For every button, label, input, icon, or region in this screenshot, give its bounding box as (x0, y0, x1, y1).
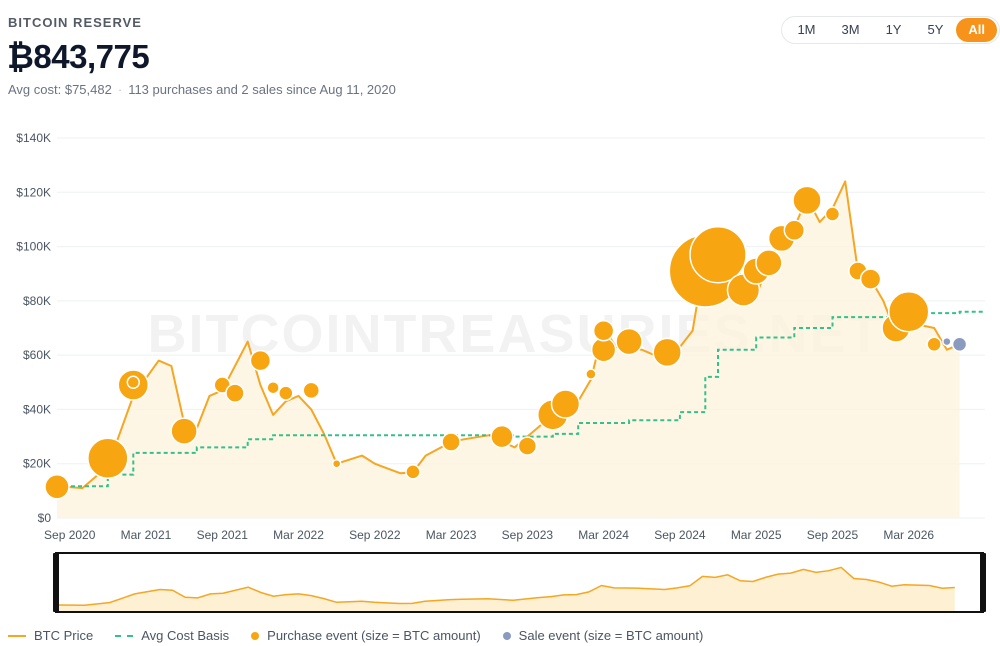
y-tick-label: $140K (16, 131, 51, 145)
x-tick-label: Mar 2021 (121, 528, 172, 542)
purchase-event-dot (859, 268, 882, 290)
y-tick-label: $100K (16, 240, 51, 254)
purchase-event-dot (87, 437, 129, 480)
y-tick-label: $120K (16, 185, 51, 199)
avg-cost-basis-line (57, 310, 985, 488)
x-tick-label: Sep 2020 (44, 528, 96, 542)
purchase-event-dot (824, 206, 841, 222)
legend-sale[interactable]: Sale event (size = BTC amount) (502, 628, 704, 643)
chart-legend: BTC Price Avg Cost Basis Purchase event … (8, 628, 725, 643)
legend-label: Sale event (size = BTC amount) (518, 628, 704, 643)
range-all-button[interactable]: All (956, 18, 997, 42)
summary-line: Avg cost: $75,482 · 113 purchases and 2 sa… (8, 82, 396, 97)
y-tick-label: $80K (23, 294, 51, 308)
y-tick-label: $40K (23, 402, 51, 416)
purchase-event-dot (926, 336, 942, 353)
range-1y-button[interactable]: 1Y (885, 22, 902, 37)
legend-btc-price[interactable]: BTC Price (8, 628, 93, 643)
x-tick-label: Mar 2022 (273, 528, 324, 542)
x-tick-label: Mar 2024 (578, 528, 629, 542)
range-1m-button[interactable]: 1M (797, 22, 816, 37)
y-tick-label: $20K (23, 457, 51, 471)
purchase-event-dot (490, 424, 514, 449)
x-tick-label: Sep 2023 (502, 528, 554, 542)
navigator-left-handle[interactable] (53, 553, 59, 612)
reserve-chart: $140K $120K $100K $80K $60K $40K $20K $0 Sep 202… (16, 131, 986, 613)
purchase-event-dot (592, 319, 615, 342)
x-tick-label: Mar 2025 (731, 528, 782, 542)
avg-cost: Avg cost: $75,482 (8, 82, 112, 97)
purchase-event-dot (689, 225, 747, 284)
purchase-event-dot (225, 383, 245, 403)
separator-dot: · (117, 82, 123, 97)
legend-label: Purchase event (size = BTC amount) (267, 628, 481, 643)
purchase-event-dot (783, 219, 806, 242)
purchase-event-dot (249, 349, 272, 372)
btc-holdings: ₿843,775 (7, 38, 150, 75)
purchase-event-dot (652, 337, 682, 368)
legend-dot-swatch (502, 631, 511, 640)
purchase-event-dot (792, 185, 822, 216)
navigator-area (59, 567, 955, 611)
time-range-selector: 1M 3M 1Y 5Y All (781, 16, 1000, 44)
purchase-event-dot (441, 432, 461, 452)
range-5y-button[interactable]: 5Y (927, 22, 944, 37)
legend-label: Avg Cost Basis (141, 628, 230, 643)
y-tick-label: $0 (38, 511, 52, 525)
purchase-summary: 113 purchases and 2 sales since Aug 11, … (128, 82, 396, 97)
legend-avg-cost[interactable]: Avg Cost Basis (115, 628, 229, 643)
reserve-label: BITCOIN RESERVE (8, 15, 142, 30)
x-tick-label: Sep 2025 (807, 528, 859, 542)
y-tick-label: $60K (23, 348, 51, 362)
x-tick-label: Sep 2021 (197, 528, 249, 542)
x-tick-label: Sep 2022 (349, 528, 401, 542)
purchase-event-dot (887, 290, 930, 333)
purchase-event-dot (615, 327, 643, 356)
x-tick-label: Mar 2023 (426, 528, 477, 542)
purchase-event-dot (405, 464, 421, 480)
x-tick-label: Sep 2024 (654, 528, 706, 542)
navigator-right-handle[interactable] (980, 553, 986, 612)
purchase-event-dot (170, 417, 198, 445)
legend-label: BTC Price (34, 628, 94, 643)
purchase-event-dot (755, 249, 783, 277)
sale-event-dot (951, 336, 968, 353)
purchase-event-dot (126, 375, 141, 390)
legend-dash-swatch (115, 634, 134, 637)
purchase-event-dot (550, 389, 581, 419)
x-tick-label: Mar 2026 (883, 528, 934, 542)
legend-line-swatch (8, 634, 26, 637)
legend-dot-swatch (251, 631, 260, 640)
range-3m-button[interactable]: 3M (841, 22, 860, 37)
purchase-event-dot (278, 385, 294, 401)
purchase-event-dot (44, 474, 70, 500)
sale-event-dot (942, 336, 952, 347)
purchase-event-dot (266, 380, 280, 395)
purchase-event-dot (585, 368, 597, 380)
purchase-event-dot (331, 458, 342, 469)
legend-purchase[interactable]: Purchase event (size = BTC amount) (251, 628, 481, 643)
purchase-event-dot (302, 381, 320, 400)
purchase-event-dot (517, 436, 538, 456)
navigator-line (58, 566, 955, 607)
